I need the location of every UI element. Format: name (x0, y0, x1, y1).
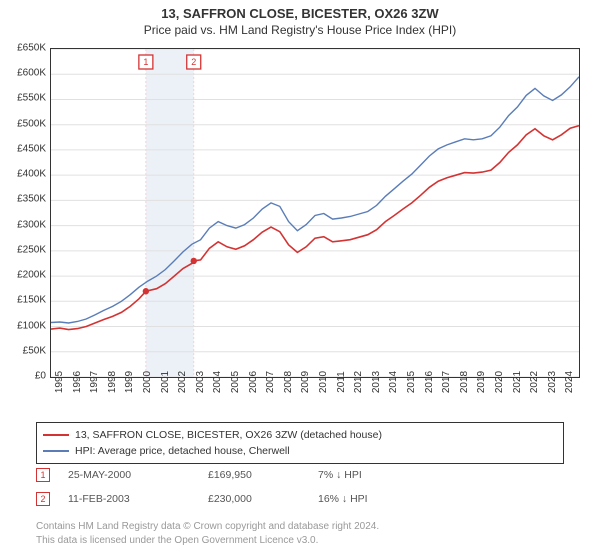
svg-text:2: 2 (191, 57, 196, 67)
x-tick-label: 2015 (406, 371, 417, 393)
x-tick-label: 2010 (318, 371, 329, 393)
x-tick-label: 2012 (353, 371, 364, 393)
x-tick-label: 2002 (177, 371, 188, 393)
x-tick-label: 2024 (564, 371, 575, 393)
y-tick-label: £650K (2, 43, 46, 54)
x-tick-label: 2003 (195, 371, 206, 393)
transaction-row-2: 2 11-FEB-2003 £230,000 16% ↓ HPI (36, 492, 564, 506)
x-tick-label: 2011 (336, 371, 347, 393)
y-tick-label: £450K (2, 143, 46, 154)
transaction-pct: 7% ↓ HPI (318, 469, 428, 481)
chart-title-block: 13, SAFFRON CLOSE, BICESTER, OX26 3ZW Pr… (0, 0, 600, 37)
x-tick-label: 2023 (547, 371, 558, 393)
x-tick-label: 2007 (265, 371, 276, 393)
y-tick-label: £150K (2, 295, 46, 306)
y-tick-label: £50K (2, 345, 46, 356)
x-tick-label: 2022 (529, 371, 540, 393)
x-tick-label: 2020 (494, 371, 505, 393)
transaction-pct: 16% ↓ HPI (318, 493, 428, 505)
svg-text:1: 1 (143, 57, 148, 67)
x-tick-label: 1997 (89, 371, 100, 393)
x-tick-label: 1996 (72, 371, 83, 393)
transaction-price: £169,950 (208, 469, 318, 481)
chart-subtitle: Price paid vs. HM Land Registry's House … (0, 23, 600, 37)
legend-label-hpi: HPI: Average price, detached house, Cher… (75, 445, 290, 457)
x-tick-label: 2018 (459, 371, 470, 393)
y-tick-label: £600K (2, 68, 46, 79)
y-tick-label: £100K (2, 320, 46, 331)
x-tick-label: 2019 (476, 371, 487, 393)
x-tick-label: 2001 (160, 371, 171, 393)
x-tick-label: 2017 (441, 371, 452, 393)
transaction-price: £230,000 (208, 493, 318, 505)
transaction-date: 11-FEB-2003 (68, 493, 208, 505)
legend-item-property: 13, SAFFRON CLOSE, BICESTER, OX26 3ZW (d… (43, 427, 557, 443)
legend-swatch-hpi (43, 450, 69, 452)
x-tick-label: 1999 (124, 371, 135, 393)
chart-plot-area: 12 (50, 48, 580, 378)
y-tick-label: £500K (2, 118, 46, 129)
y-tick-label: £550K (2, 93, 46, 104)
x-tick-label: 2021 (512, 371, 523, 393)
y-tick-label: £0 (2, 371, 46, 382)
footnote: Contains HM Land Registry data © Crown c… (36, 520, 564, 547)
footnote-line-1: Contains HM Land Registry data © Crown c… (36, 521, 379, 532)
x-tick-label: 2004 (212, 371, 223, 393)
x-tick-label: 1995 (54, 371, 65, 393)
y-tick-label: £250K (2, 244, 46, 255)
chart-title: 13, SAFFRON CLOSE, BICESTER, OX26 3ZW (0, 6, 600, 21)
x-tick-label: 1998 (107, 371, 118, 393)
x-tick-label: 2000 (142, 371, 153, 393)
legend-item-hpi: HPI: Average price, detached house, Cher… (43, 443, 557, 459)
x-tick-label: 2008 (283, 371, 294, 393)
x-tick-label: 2005 (230, 371, 241, 393)
x-tick-label: 2006 (248, 371, 259, 393)
x-tick-label: 2014 (388, 371, 399, 393)
x-tick-label: 2009 (300, 371, 311, 393)
y-tick-label: £300K (2, 219, 46, 230)
chart-svg: 12 (51, 49, 579, 377)
transaction-row-1: 1 25-MAY-2000 £169,950 7% ↓ HPI (36, 468, 564, 482)
legend-swatch-property (43, 434, 69, 436)
footnote-line-2: This data is licensed under the Open Gov… (36, 535, 318, 546)
legend: 13, SAFFRON CLOSE, BICESTER, OX26 3ZW (d… (36, 422, 564, 464)
y-tick-label: £400K (2, 169, 46, 180)
transaction-marker-2: 2 (36, 492, 50, 506)
y-tick-label: £200K (2, 270, 46, 281)
legend-label-property: 13, SAFFRON CLOSE, BICESTER, OX26 3ZW (d… (75, 429, 382, 441)
transaction-marker-1: 1 (36, 468, 50, 482)
x-tick-label: 2016 (424, 371, 435, 393)
y-tick-label: £350K (2, 194, 46, 205)
x-tick-label: 2013 (371, 371, 382, 393)
transaction-date: 25-MAY-2000 (68, 469, 208, 481)
